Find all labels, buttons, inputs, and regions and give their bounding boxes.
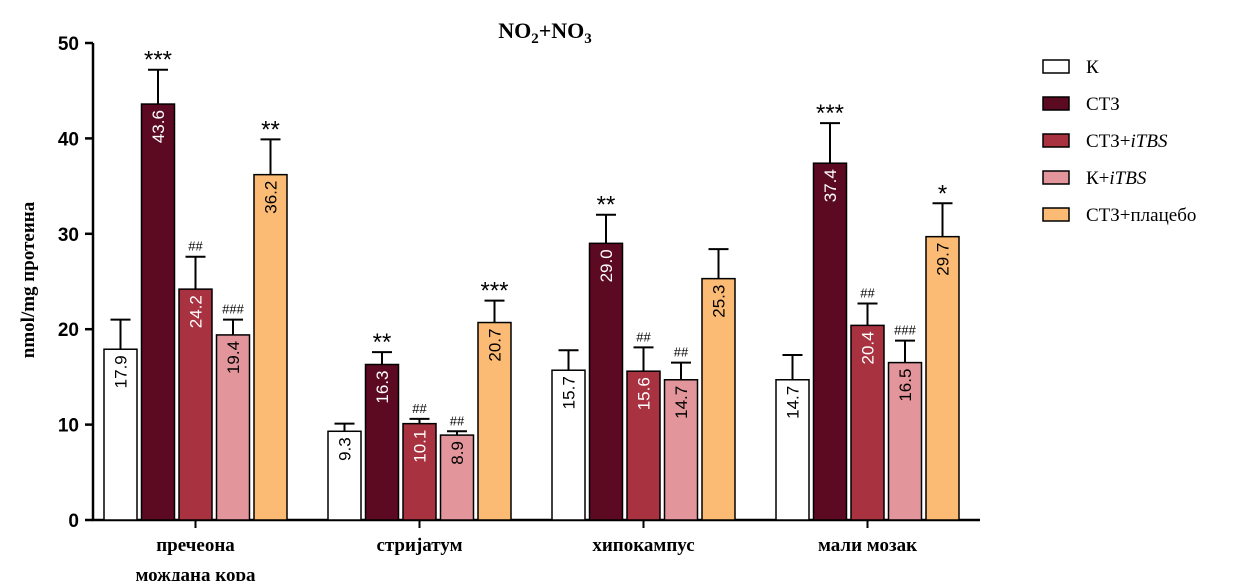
significance-mark: ## (188, 239, 203, 254)
data-label: 16.5 (896, 369, 915, 402)
significance-mark: ## (674, 345, 689, 360)
significance-mark: ## (636, 329, 651, 344)
data-label: 24.2 (187, 295, 206, 328)
bar (215, 334, 251, 521)
y-tick-label: 40 (58, 129, 79, 150)
bar (850, 324, 885, 521)
data-label: 8.9 (448, 441, 467, 465)
data-label: 20.4 (859, 331, 878, 364)
bar (887, 361, 923, 521)
legend-swatch (1042, 170, 1070, 185)
bar (663, 379, 699, 521)
legend: К СТЗ СТЗ+iTBS К+iTBS СТЗ+плацебо (1042, 57, 1196, 226)
bar (701, 277, 736, 521)
x-tick-label: хипокампус (592, 535, 694, 556)
bar (178, 288, 213, 521)
bar (103, 348, 138, 521)
bar (364, 363, 400, 521)
y-tick-label: 50 (58, 34, 79, 55)
data-label: 29.7 (934, 243, 953, 276)
data-label: 15.6 (635, 377, 654, 410)
data-label: 14.7 (784, 386, 803, 419)
bar (140, 103, 176, 521)
data-label: 19.4 (224, 341, 243, 374)
legend-swatch (1042, 59, 1070, 74)
data-label: 15.7 (560, 376, 579, 409)
data-label: 9.3 (336, 437, 355, 461)
data-label: 14.7 (672, 386, 691, 419)
bar (477, 321, 512, 521)
bar (626, 370, 661, 521)
legend-label: СТЗ+плацебо (1086, 205, 1196, 226)
bar (327, 430, 362, 521)
x-tick-label: мали мозак (818, 535, 917, 556)
significance-mark: ## (450, 413, 465, 428)
significance-mark: ### (222, 302, 244, 317)
x-tick-label: пречеона мождана кора (135, 535, 256, 581)
legend-label: К (1086, 57, 1099, 78)
significance-mark: *** (480, 278, 508, 305)
legend-label: СТЗ (1086, 94, 1120, 115)
data-label: 10.1 (411, 430, 430, 463)
significance-mark: ** (597, 192, 616, 219)
legend-swatch (1042, 96, 1070, 111)
data-label: 25.3 (710, 285, 729, 318)
bar (925, 235, 960, 521)
bar (253, 173, 288, 521)
chart-title: NO2+NO3 (498, 18, 592, 47)
bar (812, 162, 848, 521)
bar (775, 379, 810, 521)
legend-label: К+iTBS (1086, 168, 1147, 189)
legend-swatch (1042, 207, 1070, 222)
data-label: 17.9 (112, 355, 131, 388)
bars: 17.943.6***24.2##19.4###36.2**9.316.3**1… (103, 47, 960, 521)
data-label: 29.0 (597, 249, 616, 282)
legend-swatch (1042, 133, 1070, 148)
bar (588, 242, 624, 521)
significance-mark: * (938, 180, 947, 207)
legend-label: СТЗ+iTBS (1086, 131, 1168, 152)
significance-mark: *** (816, 100, 844, 127)
y-axis-label: nmol/mg протеина (18, 201, 39, 358)
y-tick-label: 30 (58, 225, 79, 246)
significance-mark: ## (860, 285, 875, 300)
x-tick-label: стријатум (376, 535, 462, 556)
y-tick-label: 20 (58, 320, 79, 341)
bar (551, 369, 586, 521)
significance-mark: ## (412, 401, 427, 416)
significance-mark: ** (261, 116, 280, 143)
bar (439, 434, 475, 521)
y-tick-label: 0 (68, 511, 79, 532)
data-label: 16.3 (373, 370, 392, 403)
significance-mark: *** (144, 47, 172, 74)
data-label: 20.7 (486, 329, 505, 362)
significance-mark: ** (373, 329, 392, 356)
data-label: 37.4 (821, 169, 840, 202)
data-label: 43.6 (149, 110, 168, 143)
data-label: 36.2 (262, 181, 281, 214)
significance-mark: ### (894, 323, 916, 338)
y-tick-label: 10 (58, 416, 79, 437)
bar (402, 422, 437, 521)
